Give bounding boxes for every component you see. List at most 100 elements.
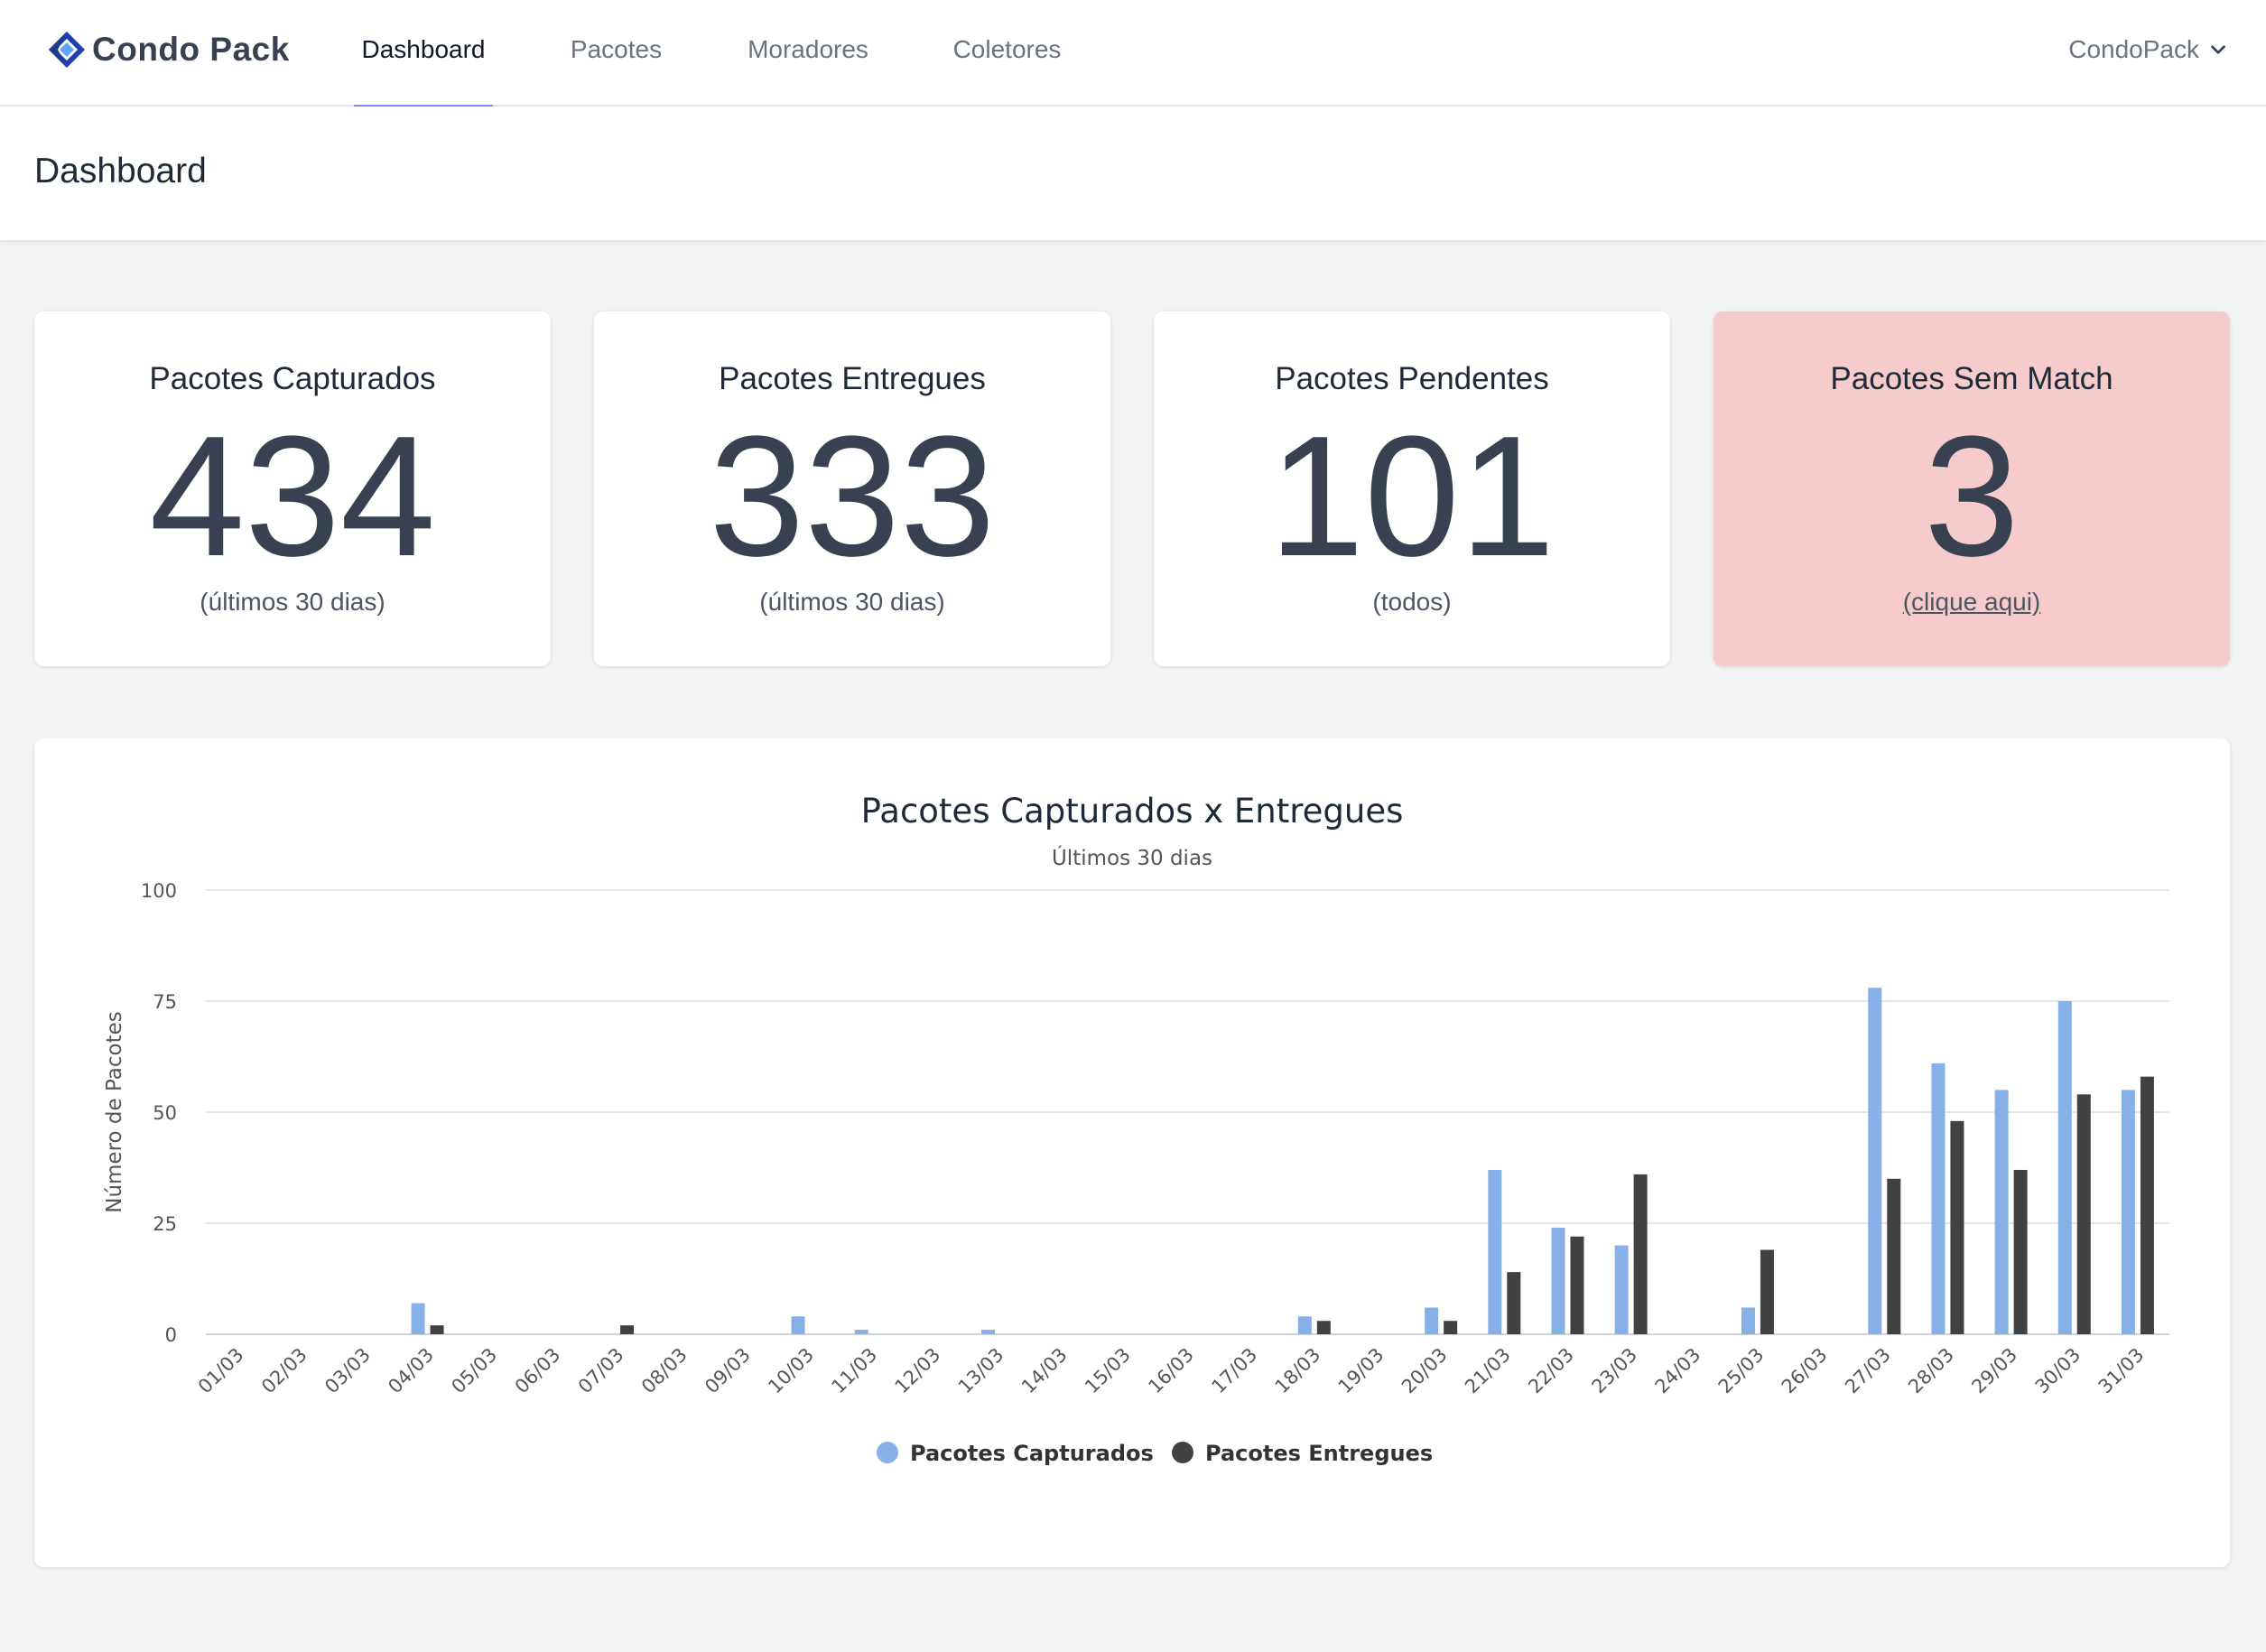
stat-card-subtitle: (todos): [1372, 588, 1452, 616]
x-tick-label: 25/03: [1714, 1344, 1769, 1398]
y-tick-label: 50: [153, 1102, 177, 1124]
y-tick-label: 0: [165, 1324, 177, 1346]
bar-captured-12[interactable]: [981, 1330, 996, 1334]
chart-gridlines: 0 25 50 75 100: [141, 880, 2169, 1346]
bar-captured-28[interactable]: [1994, 1090, 2009, 1334]
x-tick-label: 23/03: [1587, 1344, 1641, 1398]
chart-card: Pacotes Capturados x Entregues Últimos 3…: [34, 738, 2230, 1567]
brand-logo[interactable]: Condo Pack: [45, 27, 290, 72]
y-tick-label: 100: [141, 880, 177, 902]
x-tick-label: 18/03: [1271, 1344, 1325, 1398]
bar-delivered-21[interactable]: [1570, 1236, 1584, 1334]
chart-bars: [411, 988, 2154, 1334]
y-axis-label: Número de Pacotes: [103, 1011, 126, 1213]
bar-captured-30[interactable]: [2121, 1090, 2135, 1334]
y-tick-label: 25: [153, 1213, 177, 1235]
x-tick-label: 09/03: [701, 1344, 755, 1398]
top-navbar: Condo Pack Dashboard Pacotes Moradores C…: [0, 0, 2266, 108]
x-tick-label: 20/03: [1398, 1344, 1452, 1398]
bar-delivered-24[interactable]: [1760, 1249, 1774, 1334]
stat-card-title: Pacotes Pendentes: [1275, 361, 1549, 396]
bar-delivered-22[interactable]: [1633, 1174, 1648, 1334]
bar-delivered-19[interactable]: [1444, 1321, 1458, 1334]
chart-title: Pacotes Capturados x Entregues: [861, 792, 1404, 831]
bar-delivered-30[interactable]: [2140, 1076, 2154, 1334]
page-header: Dashboard: [0, 107, 2266, 240]
x-tick-label: 11/03: [827, 1344, 881, 1398]
bar-delivered-6[interactable]: [620, 1325, 635, 1334]
bar-captured-3[interactable]: [411, 1303, 425, 1334]
bar-chart: Pacotes Capturados x Entregues Últimos 3…: [103, 792, 2169, 1466]
stat-card-pending: Pacotes Pendentes 101 (todos): [1154, 311, 1670, 666]
bar-delivered-29[interactable]: [2076, 1094, 2091, 1334]
x-tick-label: 06/03: [511, 1344, 565, 1398]
bar-captured-19[interactable]: [1425, 1307, 1439, 1334]
legend-label[interactable]: Pacotes Capturados: [910, 1441, 1154, 1466]
stat-card-subtitle: (últimos 30 dias): [759, 588, 945, 616]
tab-coletores[interactable]: Coletores: [952, 35, 1062, 63]
bar-captured-29[interactable]: [2057, 1001, 2072, 1334]
x-tick-label: 31/03: [2094, 1344, 2149, 1398]
bar-captured-10[interactable]: [854, 1330, 868, 1334]
x-tick-label: 01/03: [194, 1344, 248, 1398]
x-tick-label: 03/03: [320, 1344, 375, 1398]
x-tick-label: 10/03: [764, 1344, 818, 1398]
bar-delivered-17[interactable]: [1316, 1321, 1331, 1334]
x-tick-label: 17/03: [1207, 1344, 1261, 1398]
bar-delivered-26[interactable]: [1887, 1178, 1901, 1334]
x-tick-label: 29/03: [1967, 1344, 2021, 1398]
stat-card-unmatched: Pacotes Sem Match 3 (clique aqui): [1713, 311, 2230, 666]
x-tick-label: 24/03: [1651, 1344, 1705, 1398]
bar-captured-9[interactable]: [791, 1316, 805, 1334]
tab-pacotes[interactable]: Pacotes: [570, 35, 663, 63]
bar-delivered-27[interactable]: [1950, 1120, 1964, 1334]
stat-card-delivered: Pacotes Entregues 333 (últimos 30 dias): [594, 311, 1110, 666]
x-tick-label: 21/03: [1461, 1344, 1515, 1398]
brand-name: Condo Pack: [92, 31, 290, 68]
stat-card-value: 434: [149, 401, 436, 592]
stat-card-value: 333: [709, 401, 996, 592]
user-menu-label: CondoPack: [2068, 35, 2199, 63]
chart-legend[interactable]: Pacotes Capturados Pacotes Entregues: [877, 1441, 1433, 1466]
bar-captured-20[interactable]: [1488, 1169, 1502, 1334]
x-tick-label: 19/03: [1334, 1344, 1388, 1398]
stat-card-value: 3: [1924, 401, 2020, 592]
bar-captured-24[interactable]: [1741, 1307, 1755, 1334]
bar-captured-21[interactable]: [1551, 1227, 1565, 1334]
tab-moradores[interactable]: Moradores: [748, 35, 868, 63]
x-tick-label: 08/03: [637, 1344, 692, 1398]
chevron-down-icon: [2211, 45, 2225, 54]
stat-card-title: Pacotes Capturados: [149, 361, 436, 396]
bar-captured-26[interactable]: [1868, 988, 1882, 1334]
x-tick-label: 04/03: [384, 1344, 438, 1398]
bar-captured-17[interactable]: [1297, 1316, 1312, 1334]
bar-delivered-20[interactable]: [1507, 1272, 1521, 1334]
x-tick-label: 16/03: [1144, 1344, 1198, 1398]
x-tick-label: 30/03: [2031, 1344, 2085, 1398]
legend-label[interactable]: Pacotes Entregues: [1205, 1441, 1433, 1466]
tab-dashboard[interactable]: Dashboard: [354, 0, 493, 108]
x-tick-label: 07/03: [574, 1344, 628, 1398]
user-menu-button[interactable]: CondoPack: [2068, 0, 2230, 99]
chart-subtitle: Últimos 30 dias: [1052, 845, 1212, 870]
bar-captured-22[interactable]: [1614, 1245, 1629, 1334]
logo-diamond-icon: [49, 32, 85, 68]
stat-card-subtitle: (últimos 30 dias): [200, 588, 385, 616]
bar-delivered-3[interactable]: [430, 1325, 444, 1334]
bar-delivered-28[interactable]: [2013, 1169, 2028, 1334]
legend-marker[interactable]: [1172, 1442, 1193, 1463]
x-tick-label: 05/03: [447, 1344, 501, 1398]
x-tick-label: 14/03: [1017, 1344, 1072, 1398]
page-title: Dashboard: [34, 152, 207, 190]
unmatched-link[interactable]: (clique aqui): [1902, 588, 2041, 616]
chart-x-ticks: 01/03 02/03 03/03 04/03 05/03 06/03 07/03 08/03…: [194, 1344, 2149, 1398]
stat-card-title: Pacotes Sem Match: [1830, 361, 2113, 396]
stat-card-title: Pacotes Entregues: [719, 361, 986, 396]
x-tick-label: 15/03: [1081, 1344, 1135, 1398]
y-tick-label: 75: [153, 991, 177, 1013]
legend-marker[interactable]: [877, 1442, 898, 1463]
bar-captured-27[interactable]: [1931, 1063, 1946, 1334]
x-tick-label: 28/03: [1904, 1344, 1958, 1398]
x-tick-label: 12/03: [891, 1344, 945, 1398]
x-tick-label: 27/03: [1841, 1344, 1895, 1398]
